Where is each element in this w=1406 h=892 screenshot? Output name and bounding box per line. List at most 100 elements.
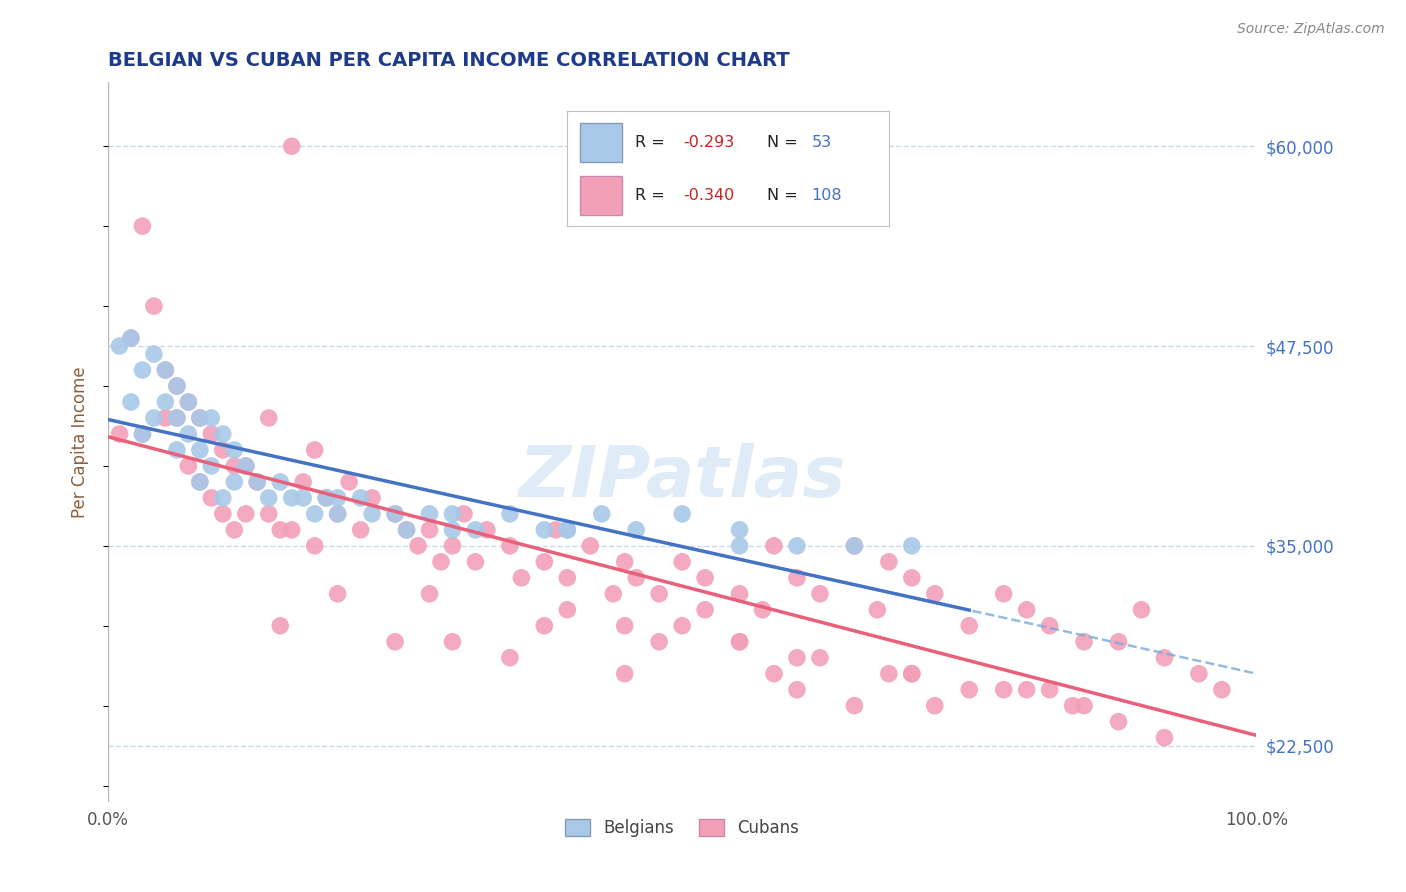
Point bbox=[166, 442, 188, 457]
Point bbox=[693, 603, 716, 617]
Point bbox=[315, 491, 337, 505]
Point bbox=[120, 395, 142, 409]
Point bbox=[131, 219, 153, 234]
Point bbox=[155, 363, 177, 377]
Point bbox=[166, 379, 188, 393]
Point bbox=[613, 666, 636, 681]
Point bbox=[304, 442, 326, 457]
Point bbox=[418, 587, 440, 601]
Point bbox=[844, 539, 866, 553]
Point bbox=[131, 363, 153, 377]
Point bbox=[131, 427, 153, 442]
Point bbox=[177, 395, 200, 409]
Point bbox=[671, 619, 693, 633]
Point bbox=[924, 587, 946, 601]
Point bbox=[131, 427, 153, 442]
Point bbox=[200, 411, 222, 425]
Point bbox=[602, 587, 624, 601]
Point bbox=[648, 634, 671, 648]
Point bbox=[177, 395, 200, 409]
Point bbox=[993, 587, 1015, 601]
Point bbox=[475, 523, 498, 537]
Point bbox=[257, 491, 280, 505]
Point bbox=[326, 507, 349, 521]
Point bbox=[384, 507, 406, 521]
Point bbox=[235, 507, 257, 521]
Point bbox=[235, 458, 257, 473]
Point bbox=[384, 507, 406, 521]
Point bbox=[957, 619, 980, 633]
Point bbox=[224, 475, 246, 489]
Point bbox=[177, 427, 200, 442]
Point bbox=[326, 587, 349, 601]
Point bbox=[269, 523, 291, 537]
Point bbox=[155, 395, 177, 409]
Point bbox=[499, 539, 522, 553]
Point bbox=[326, 491, 349, 505]
Point bbox=[292, 491, 315, 505]
Point bbox=[579, 539, 602, 553]
Point bbox=[901, 666, 924, 681]
Point bbox=[844, 698, 866, 713]
Point bbox=[544, 523, 567, 537]
Point bbox=[901, 666, 924, 681]
Point bbox=[1188, 666, 1211, 681]
Point bbox=[728, 587, 751, 601]
Point bbox=[555, 523, 578, 537]
Point bbox=[499, 650, 522, 665]
Point bbox=[418, 523, 440, 537]
Point bbox=[120, 331, 142, 345]
Point bbox=[555, 603, 578, 617]
Point bbox=[464, 555, 486, 569]
Point bbox=[1073, 698, 1095, 713]
Point bbox=[280, 523, 302, 537]
Point bbox=[1108, 634, 1130, 648]
Point bbox=[108, 339, 131, 353]
Point bbox=[200, 427, 222, 442]
Point bbox=[533, 555, 555, 569]
Point bbox=[361, 507, 384, 521]
Point bbox=[866, 603, 889, 617]
Point bbox=[257, 507, 280, 521]
Point bbox=[224, 523, 246, 537]
Point bbox=[786, 571, 808, 585]
Point bbox=[1211, 682, 1233, 697]
Point bbox=[211, 507, 233, 521]
Point bbox=[142, 411, 165, 425]
Point bbox=[269, 619, 291, 633]
Point bbox=[1039, 682, 1062, 697]
Point bbox=[155, 411, 177, 425]
Point bbox=[315, 491, 337, 505]
Text: BELGIAN VS CUBAN PER CAPITA INCOME CORRELATION CHART: BELGIAN VS CUBAN PER CAPITA INCOME CORRE… bbox=[108, 51, 790, 70]
Point bbox=[624, 571, 647, 585]
Point bbox=[464, 523, 486, 537]
Point bbox=[246, 475, 269, 489]
Point bbox=[166, 411, 188, 425]
Point bbox=[786, 539, 808, 553]
Point bbox=[1015, 603, 1038, 617]
Point bbox=[280, 139, 302, 153]
Point bbox=[613, 619, 636, 633]
Point bbox=[188, 411, 211, 425]
Point bbox=[441, 507, 464, 521]
Point bbox=[1015, 682, 1038, 697]
Point bbox=[246, 475, 269, 489]
Point bbox=[120, 331, 142, 345]
Point bbox=[728, 523, 751, 537]
Point bbox=[613, 555, 636, 569]
Point bbox=[326, 507, 349, 521]
Point bbox=[453, 507, 475, 521]
Point bbox=[877, 555, 900, 569]
Point bbox=[200, 491, 222, 505]
Point bbox=[155, 363, 177, 377]
Point bbox=[591, 507, 613, 521]
Point bbox=[901, 571, 924, 585]
Point bbox=[762, 666, 785, 681]
Point bbox=[395, 523, 418, 537]
Point bbox=[1153, 731, 1175, 745]
Point bbox=[108, 427, 131, 442]
Text: ZIPatlas: ZIPatlas bbox=[519, 443, 846, 512]
Point bbox=[877, 666, 900, 681]
Point bbox=[1108, 714, 1130, 729]
Point bbox=[304, 507, 326, 521]
